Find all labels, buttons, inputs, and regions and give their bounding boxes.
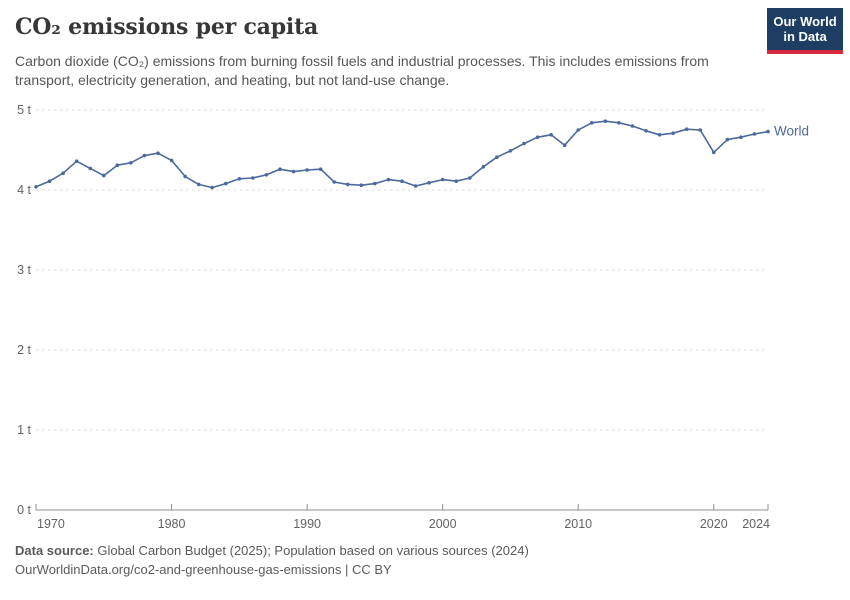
data-point[interactable] [508,149,513,153]
data-point[interactable] [752,132,757,136]
y-tick-label: 0 t [17,503,31,517]
data-source-line: Data source: Global Carbon Budget (2025)… [15,541,529,560]
data-point[interactable] [617,121,621,125]
data-point[interactable] [495,155,499,159]
data-point[interactable] [47,179,52,183]
data-point[interactable] [684,127,689,131]
data-source-text: Global Carbon Budget (2025); Population … [93,543,529,558]
data-point[interactable] [657,133,662,137]
y-tick-label: 5 t [17,103,31,117]
data-point[interactable] [237,177,242,181]
gridlines: 0 t 1 t 2 t 3 t 4 t 5 t [17,103,768,517]
data-point[interactable] [671,131,675,135]
x-tick-label: 2020 [700,517,728,531]
data-point[interactable] [332,180,337,184]
data-point[interactable] [589,121,594,125]
data-point[interactable] [576,128,581,132]
data-point[interactable] [196,182,201,187]
citation-url[interactable]: OurWorldinData.org/co2-and-greenhouse-ga… [15,562,392,577]
data-point[interactable] [549,133,553,137]
data-point[interactable] [725,137,730,142]
data-point[interactable] [142,153,147,158]
data-point[interactable] [440,177,445,182]
data-point[interactable] [522,141,526,146]
data-point[interactable] [278,167,282,171]
data-point[interactable] [386,177,391,182]
x-tick-label: 2024 [742,517,770,531]
data-point[interactable] [766,129,770,134]
owid-logo[interactable]: Our World in Data [767,8,843,54]
data-point[interactable] [400,179,404,183]
series-world[interactable]: World [34,119,809,190]
x-tick-label: 1990 [293,517,321,531]
data-point[interactable] [359,183,364,187]
chart-subtitle: Carbon dioxide (CO₂) emissions from burn… [15,53,709,88]
data-point[interactable] [711,150,716,155]
data-point[interactable] [264,173,269,177]
data-point[interactable] [251,176,255,180]
page-title: CO₂ emissions per capita [15,14,319,40]
data-point[interactable] [630,124,635,128]
data-point[interactable] [739,135,743,139]
data-point[interactable] [183,174,187,179]
data-point[interactable] [562,143,567,147]
series-line[interactable] [35,120,769,189]
x-tick-label: 2010 [564,517,592,531]
data-point[interactable] [603,119,608,123]
data-point[interactable] [698,128,703,132]
x-axis: 1970 1980 1990 2000 2010 2020 2024 [35,504,770,531]
data-point[interactable] [115,163,120,167]
data-point[interactable] [305,168,309,172]
x-tick-label: 2000 [429,517,457,531]
data-point[interactable] [156,151,160,155]
data-point[interactable] [454,179,459,183]
entity-label[interactable]: World [774,124,809,139]
data-point[interactable] [467,176,472,180]
data-point[interactable] [223,181,228,186]
data-point[interactable] [291,169,296,174]
data-point[interactable] [535,135,540,139]
data-point[interactable] [318,167,323,171]
y-tick-label: 2 t [17,343,31,357]
data-source-label: Data source: [15,543,94,558]
data-point[interactable] [101,173,106,178]
data-point[interactable] [74,159,79,163]
data-point[interactable] [644,129,648,133]
y-tick-label: 3 t [17,263,31,277]
data-point[interactable] [427,181,431,185]
data-point[interactable] [345,182,350,187]
data-point[interactable] [34,185,38,189]
data-point[interactable] [210,185,215,190]
owid-logo-line1: Our World [773,14,837,29]
owid-logo-line2: in Data [783,29,827,44]
data-point[interactable] [481,165,486,169]
y-tick-label: 4 t [17,183,31,197]
data-point[interactable] [373,181,377,186]
data-point[interactable] [129,161,133,165]
data-point[interactable] [413,184,418,188]
x-tick-label: 1980 [158,517,186,531]
data-point[interactable] [88,166,93,171]
data-point[interactable] [61,171,65,175]
chart-footer: Data source: Global Carbon Budget (2025)… [15,541,529,579]
x-tick-label: 1970 [37,517,65,531]
y-tick-label: 1 t [17,423,31,437]
data-point[interactable] [169,158,174,163]
